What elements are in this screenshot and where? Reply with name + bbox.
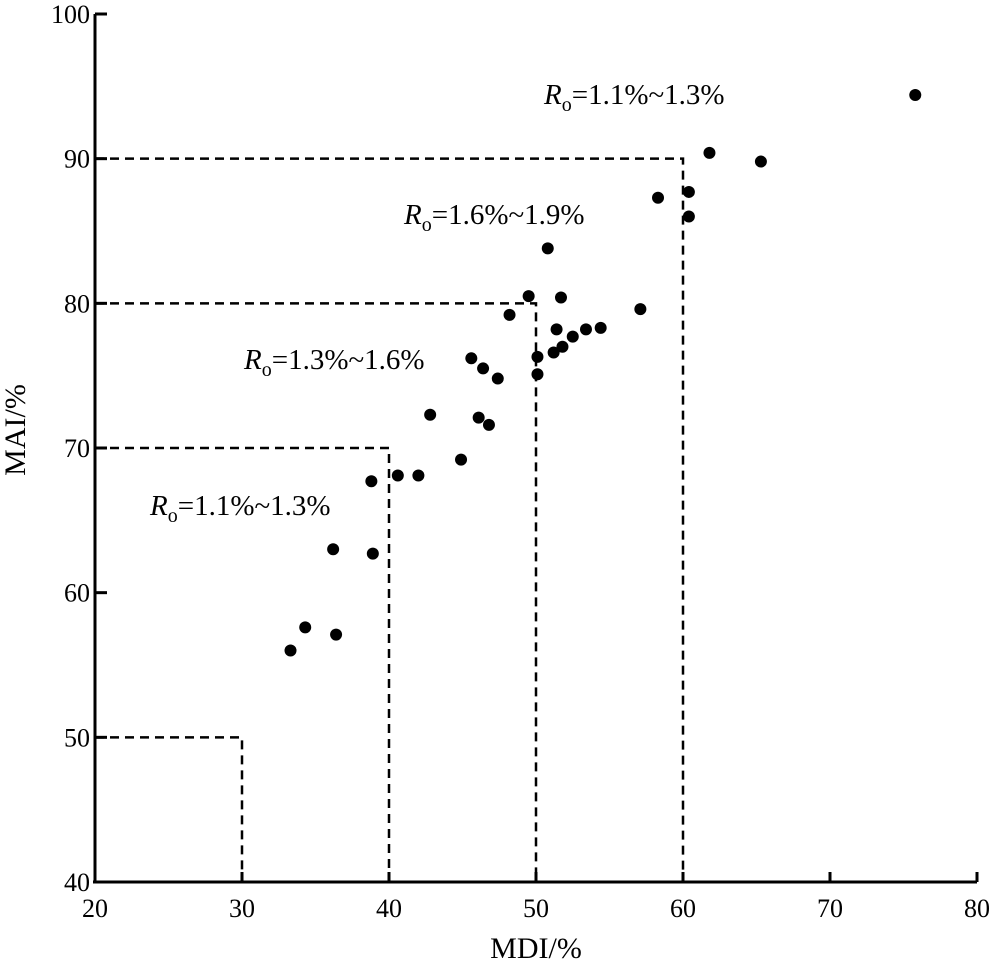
dashed-region-line [95, 302, 538, 882]
dashed-region-line [95, 736, 244, 882]
x-axis-title: MDI/% [490, 932, 582, 962]
dashed-region-lines [95, 157, 685, 882]
x-tick-label: 20 [82, 894, 108, 923]
data-point [465, 352, 478, 365]
annotation-symbol: R [243, 344, 262, 376]
data-point [424, 408, 437, 421]
y-tick-label: 60 [64, 579, 90, 608]
y-tick-label: 50 [64, 723, 90, 752]
data-point [541, 242, 554, 255]
data-points [284, 89, 922, 657]
data-point [455, 453, 468, 466]
data-point [327, 543, 340, 556]
data-point [754, 155, 767, 168]
annotation-range: =1.6%~1.9% [432, 199, 585, 231]
data-point [556, 340, 569, 353]
annotation-subscript: o [422, 214, 432, 236]
data-point [299, 621, 312, 634]
data-point [472, 411, 485, 424]
annotation-subscript: o [262, 359, 272, 381]
data-point [482, 418, 495, 431]
x-tick-label: 60 [670, 894, 696, 923]
x-tick-label: 50 [523, 894, 549, 923]
annotation-symbol: R [149, 490, 168, 522]
data-point [503, 308, 516, 321]
annotation-range: =1.3%~1.6% [272, 344, 425, 376]
data-point [477, 362, 490, 375]
annotation-range: =1.1%~1.3% [572, 79, 725, 111]
data-point [522, 290, 535, 303]
data-point [682, 210, 695, 223]
y-tick-label: 40 [64, 868, 90, 897]
annotation-region-2: Ro=1.3%~1.6% [243, 344, 425, 381]
y-ticks: 40 50 60 70 80 90 100 [51, 0, 107, 897]
annotation-range: =1.1%~1.3% [178, 490, 331, 522]
annotation-region-4: Ro=1.1%~1.3% [543, 79, 725, 116]
data-point [909, 89, 922, 102]
data-point [531, 350, 544, 363]
annotation-symbol: R [543, 79, 562, 111]
data-point [594, 321, 607, 334]
data-point [366, 547, 379, 560]
annotation-region-1: Ro=1.1%~1.3% [149, 490, 331, 527]
y-tick-label: 70 [64, 434, 90, 463]
data-point [491, 372, 504, 385]
dashed-region-line [95, 157, 685, 882]
x-tick-label: 30 [229, 894, 255, 923]
data-point [579, 323, 592, 336]
y-tick-label: 90 [64, 145, 90, 174]
dashed-region-line [95, 446, 391, 882]
annotation-region-3: Ro=1.6%~1.9% [403, 199, 585, 236]
data-point [566, 330, 579, 343]
data-point [330, 628, 343, 641]
x-ticks: 20 30 40 50 60 70 80 [82, 872, 990, 923]
data-point [531, 368, 544, 381]
data-point [284, 644, 297, 657]
y-tick-label: 100 [51, 0, 90, 29]
x-tick-label: 70 [817, 894, 843, 923]
data-point [391, 469, 404, 482]
data-point [652, 191, 665, 204]
data-point [412, 469, 425, 482]
data-point [703, 146, 716, 159]
data-point [554, 291, 567, 304]
x-tick-label: 40 [376, 894, 402, 923]
data-point [550, 323, 563, 336]
x-tick-label: 80 [964, 894, 990, 923]
y-axis-title: MAI/% [0, 384, 32, 476]
annotation-symbol: R [403, 199, 422, 231]
data-point [634, 303, 647, 316]
data-point [365, 475, 378, 488]
annotation-subscript: o [562, 94, 572, 116]
y-tick-label: 80 [64, 289, 90, 318]
annotation-subscript: o [168, 505, 178, 527]
data-point [682, 185, 695, 198]
data-point [547, 346, 560, 359]
